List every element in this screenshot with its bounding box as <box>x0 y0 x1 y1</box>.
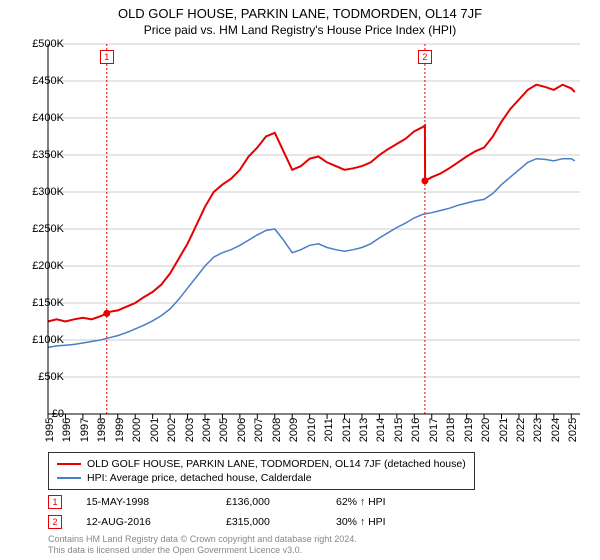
x-tick-label: 2016 <box>410 418 422 442</box>
legend-label: OLD GOLF HOUSE, PARKIN LANE, TODMORDEN, … <box>87 458 466 470</box>
legend-item: HPI: Average price, detached house, Cald… <box>57 471 466 485</box>
x-tick-label: 2004 <box>201 418 213 442</box>
x-tick-label: 2000 <box>131 418 143 442</box>
y-tick-label: £100K <box>20 334 64 346</box>
sale-row-marker: 2 <box>48 515 62 529</box>
y-tick-label: £450K <box>20 75 64 87</box>
y-tick-label: £50K <box>20 371 64 383</box>
x-tick-label: 1999 <box>114 418 126 442</box>
x-tick-label: 2015 <box>393 418 405 442</box>
legend-item: OLD GOLF HOUSE, PARKIN LANE, TODMORDEN, … <box>57 457 466 471</box>
license-text: Contains HM Land Registry data © Crown c… <box>48 534 357 556</box>
x-tick-label: 2018 <box>445 418 457 442</box>
x-tick-label: 2019 <box>463 418 475 442</box>
legend-box: OLD GOLF HOUSE, PARKIN LANE, TODMORDEN, … <box>48 452 475 490</box>
series-hpi <box>48 159 575 348</box>
sale-row-marker: 1 <box>48 495 62 509</box>
chart-container: OLD GOLF HOUSE, PARKIN LANE, TODMORDEN, … <box>0 0 600 560</box>
sale-detail-row: 1 15-MAY-1998£136,00062% ↑ HPI <box>48 492 446 512</box>
x-tick-label: 2013 <box>358 418 370 442</box>
x-tick-label: 2002 <box>166 418 178 442</box>
sale-point <box>103 310 110 317</box>
sale-row-date: 12-AUG-2016 <box>86 516 226 528</box>
x-tick-label: 2021 <box>498 418 510 442</box>
sale-row-price: £315,000 <box>226 516 336 528</box>
x-tick-label: 1996 <box>61 418 73 442</box>
x-tick-label: 1995 <box>44 418 56 442</box>
x-tick-label: 2025 <box>567 418 579 442</box>
y-tick-label: £150K <box>20 297 64 309</box>
y-tick-label: £0 <box>20 408 64 420</box>
sale-point <box>421 177 428 184</box>
x-tick-label: 2005 <box>218 418 230 442</box>
x-tick-label: 2020 <box>480 418 492 442</box>
x-tick-label: 2009 <box>288 418 300 442</box>
x-tick-label: 2010 <box>306 418 318 442</box>
y-tick-label: £200K <box>20 260 64 272</box>
plot-area <box>48 44 580 414</box>
x-tick-label: 2007 <box>253 418 265 442</box>
legend-label: HPI: Average price, detached house, Cald… <box>87 472 312 484</box>
chart-svg <box>48 44 580 414</box>
sale-detail-row: 2 12-AUG-2016£315,00030% ↑ HPI <box>48 512 446 532</box>
x-tick-label: 2017 <box>428 418 440 442</box>
sale-row-pct: 30% ↑ HPI <box>336 516 446 528</box>
sale-rows: 1 15-MAY-1998£136,00062% ↑ HPI 2 12-AUG-201… <box>48 492 446 532</box>
license-line2: This data is licensed under the Open Gov… <box>48 545 302 555</box>
y-tick-label: £250K <box>20 223 64 235</box>
x-tick-label: 2008 <box>271 418 283 442</box>
x-tick-label: 2011 <box>323 418 335 442</box>
license-line1: Contains HM Land Registry data © Crown c… <box>48 534 357 544</box>
legend-swatch <box>57 477 81 479</box>
x-tick-label: 2012 <box>341 418 353 442</box>
sale-row-date: 15-MAY-1998 <box>86 496 226 508</box>
x-tick-label: 2024 <box>550 418 562 442</box>
y-tick-label: £300K <box>20 186 64 198</box>
sale-marker-flag: 2 <box>418 50 432 64</box>
y-tick-label: £400K <box>20 112 64 124</box>
sale-row-pct: 62% ↑ HPI <box>336 496 446 508</box>
x-tick-label: 2022 <box>515 418 527 442</box>
series-property <box>48 85 575 322</box>
chart-title-address: OLD GOLF HOUSE, PARKIN LANE, TODMORDEN, … <box>0 0 600 21</box>
x-tick-label: 1997 <box>79 418 91 442</box>
sale-row-price: £136,000 <box>226 496 336 508</box>
x-tick-label: 2014 <box>375 418 387 442</box>
sale-marker-flag: 1 <box>100 50 114 64</box>
chart-title-subtitle: Price paid vs. HM Land Registry's House … <box>0 21 600 37</box>
y-tick-label: £350K <box>20 149 64 161</box>
x-tick-label: 2023 <box>532 418 544 442</box>
x-tick-label: 2006 <box>236 418 248 442</box>
y-tick-label: £500K <box>20 38 64 50</box>
x-tick-label: 2001 <box>149 418 161 442</box>
x-tick-label: 1998 <box>96 418 108 442</box>
x-tick-label: 2003 <box>184 418 196 442</box>
legend-swatch <box>57 463 81 465</box>
